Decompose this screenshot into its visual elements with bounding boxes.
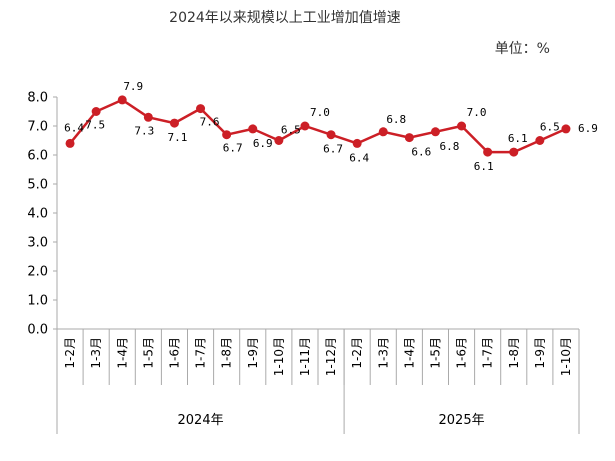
data-label: 6.8 [440,140,460,153]
x-tick-label: 1-10月 [559,337,573,376]
x-tick-label: 1-4月 [402,337,416,369]
x-tick-label: 1-6月 [167,337,181,369]
data-point [430,127,440,137]
x-tick-label: 1-5月 [428,337,442,369]
data-point [535,136,545,145]
x-tick-label: 1-2月 [350,337,364,369]
x-tick-label: 1-10月 [272,337,286,376]
x-tick-label: 1-4月 [115,337,129,369]
x-tick-label: 1-6月 [455,337,469,369]
series-line [65,95,571,157]
data-label: 6.4 [64,121,84,134]
data-label: 6.1 [508,132,528,145]
data-point [352,138,362,148]
x-tick-label: 1-7月 [481,337,495,369]
data-point [483,147,493,157]
data-point [117,95,127,105]
data-label: 6.5 [540,121,560,134]
data-label: 6.8 [386,113,406,126]
data-label: 6.4 [349,151,369,164]
data-label: 6.7 [323,143,343,156]
data-labels: 6.4 7.57.97.37.17.66.7 6.96.57.06.76.46.86… [64,80,598,173]
data-point [222,130,232,140]
data-label: 7.6 [200,116,220,129]
group-label: 2024年 [178,413,224,428]
data-label: 6.5 [281,124,301,137]
chart-title: 2024年以来规模以上工业增加值增速 [169,10,401,26]
x-tick-label: 1-9月 [533,337,547,369]
data-point [65,138,75,148]
data-label: 7.0 [467,106,487,119]
x-axis: 1-2月 1-3月 1-4月 1-5月 1-6月 1-7月 1-8月 1-9月 1-10月 1-1… [56,328,580,434]
y-tick-label: 5.0 [27,178,48,193]
y-tick-label: 1.0 [27,294,48,309]
x-tick-label: 1-9月 [246,337,260,369]
x-tick-label: 1-7月 [194,337,208,369]
data-point [91,107,101,116]
data-point [143,112,153,122]
x-tick-label: 1-8月 [507,337,521,369]
y-tick-label: 7.0 [27,120,48,135]
y-tick-label: 3.0 [27,236,48,251]
data-label: 7.5 [85,119,105,132]
data-point [326,130,336,140]
x-tick-label: 1-11月 [298,337,312,376]
data-point [300,121,310,131]
data-point [378,127,388,137]
data-label: 7.9 [123,80,143,93]
data-label: 6.6 [411,146,431,159]
y-tick-label: 2.0 [27,265,48,280]
data-point [196,104,206,114]
data-point [169,118,179,128]
data-point [457,121,467,131]
data-label: 6.1 [474,160,494,173]
x-tick-label: 1-3月 [89,337,103,369]
group-label: 2025年 [439,413,485,428]
data-label: 6.9 [578,122,598,135]
data-label: 6.9 [253,137,273,150]
x-tick-label: 1-3月 [376,337,390,369]
data-label: 6.7 [223,142,243,155]
data-point [561,124,571,134]
data-label: 7.3 [134,124,154,137]
data-label: 7.0 [310,106,330,119]
data-label: 7.1 [168,131,188,144]
y-axis: 0.0 1.0 2.0 3.0 4.0 5.0 6.0 7.0 8.0 [27,91,58,338]
data-point [274,136,284,145]
data-point [248,124,258,134]
x-tick-label: 1-2月 [63,337,77,369]
y-tick-label: 0.0 [27,323,48,338]
x-tick-label: 1-8月 [220,337,234,369]
y-tick-label: 4.0 [27,207,48,222]
unit-label: 单位：% [495,41,550,57]
data-point [509,147,519,157]
x-tick-label: 1-12月 [324,337,338,376]
x-tick-label: 1-5月 [141,337,155,369]
y-tick-label: 6.0 [27,149,48,164]
y-tick-label: 8.0 [27,91,48,106]
data-point [404,133,414,143]
